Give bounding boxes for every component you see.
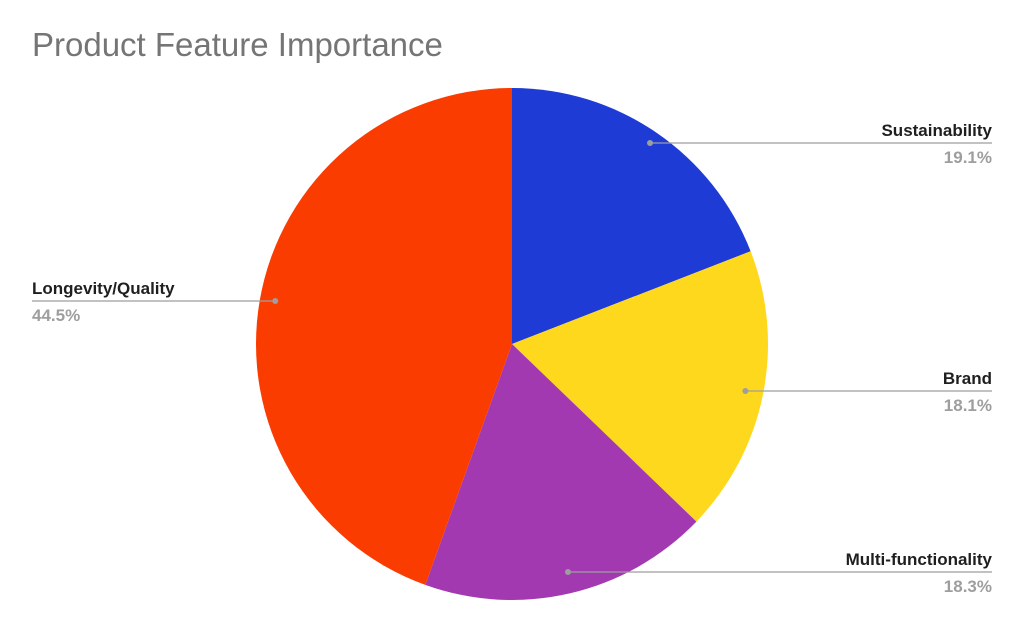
slice-brand <box>512 251 769 522</box>
slice-labels: Sustainability 19.1% Brand 18.1% Multi-funct… <box>32 121 993 596</box>
slice-multi-functionality <box>425 344 697 600</box>
slice-percent-sustainability: 19.1% <box>944 148 992 167</box>
slice-percent-longevity-quality: 44.5% <box>32 306 80 325</box>
slice-percent-brand: 18.1% <box>944 396 992 415</box>
slice-sustainability <box>512 88 751 344</box>
leader-dot-sustainability <box>647 140 653 146</box>
slice-label-longevity-quality: Longevity/Quality <box>32 279 175 298</box>
pie-slices <box>256 88 769 600</box>
slice-label-multi-functionality: Multi-functionality <box>846 550 993 569</box>
leader-lines <box>32 140 992 575</box>
chart-title: Product Feature Importance <box>32 26 443 63</box>
leader-dot-multi-functionality <box>565 569 571 575</box>
slice-longevity-quality <box>256 88 512 585</box>
slice-percent-multi-functionality: 18.3% <box>944 577 992 596</box>
leader-dot-brand <box>742 388 749 394</box>
leader-dot-longevity-quality <box>272 298 279 304</box>
slice-label-sustainability: Sustainability <box>881 121 992 140</box>
slice-label-brand: Brand <box>943 369 992 388</box>
